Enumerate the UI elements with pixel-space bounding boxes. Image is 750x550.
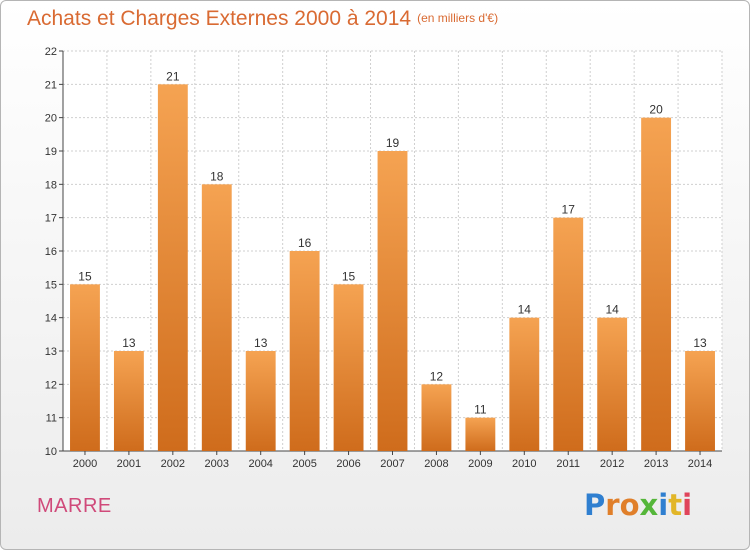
y-tick-label: 18: [45, 179, 57, 191]
x-tick-label: 2000: [73, 458, 97, 470]
bar: [685, 351, 715, 451]
x-tick-label: 2010: [512, 458, 536, 470]
logo-letter: x: [639, 488, 659, 522]
logo-letter: i: [682, 488, 693, 522]
y-tick-label: 15: [45, 279, 57, 291]
x-tick-label: 2003: [205, 458, 229, 470]
bar-value-label: 15: [78, 269, 92, 283]
bar: [113, 351, 144, 451]
proxiti-logo[interactable]: Proxiti: [584, 488, 692, 522]
title-text: Achats et Charges Externes 2000 à 2014: [27, 7, 412, 30]
y-tick-label: 21: [45, 79, 57, 91]
bar: [421, 384, 452, 451]
y-tick-label: 14: [45, 313, 57, 325]
x-tick-label: 2001: [117, 458, 141, 470]
bar-value-label: 18: [210, 169, 224, 183]
y-tick-label: 22: [45, 46, 57, 58]
x-tick-label: 2012: [600, 458, 624, 470]
logo-letter: r: [605, 488, 620, 522]
bar-value-label: 20: [649, 103, 663, 117]
bar: [70, 284, 100, 451]
labels: 10 11 12 13 14 15 16 17 18 19 20 21 22 15 2000 13 2001 21…: [45, 46, 713, 470]
x-tick-label: 2013: [644, 458, 668, 470]
logo-letter: i: [658, 488, 669, 522]
y-tick-label: 19: [45, 146, 57, 158]
x-tick-label: 2014: [688, 458, 712, 470]
bar: [289, 251, 320, 451]
bar-value-label: 12: [430, 369, 444, 383]
x-tick-label: 2006: [336, 458, 360, 470]
y-tick-label: 11: [46, 413, 57, 425]
bar-value-label: 21: [166, 69, 180, 83]
x-tick-label: 2004: [248, 458, 272, 470]
bar-value-label: 19: [386, 136, 400, 150]
bar-value-label: 14: [518, 303, 532, 317]
bar-value-label: 14: [605, 303, 619, 317]
bar: [641, 117, 672, 452]
y-tick-label: 16: [45, 246, 57, 258]
bar: [465, 417, 496, 451]
bars: [70, 84, 715, 452]
city-name: MARRE: [37, 495, 112, 517]
chart-title: Achats et Charges Externes 2000 à 2014 (e…: [27, 7, 498, 31]
x-tick-label: 2011: [556, 458, 580, 470]
bar: [201, 184, 232, 452]
logo-letter: P: [584, 488, 606, 522]
y-tick-label: 17: [45, 213, 57, 225]
y-tick-label: 12: [45, 379, 57, 391]
bar: [553, 217, 584, 451]
bar-value-label: 13: [693, 336, 707, 350]
bar: [333, 284, 364, 451]
bar-value-label: 13: [254, 336, 268, 350]
y-tick-label: 13: [45, 346, 57, 358]
x-tick-label: 2002: [161, 458, 185, 470]
bar-value-label: 15: [342, 269, 356, 283]
bar: [509, 317, 540, 451]
bar: [597, 317, 628, 451]
bar-value-label: 16: [298, 236, 312, 250]
x-tick-label: 2005: [292, 458, 316, 470]
logo-letter: t: [668, 488, 683, 522]
x-tick-label: 2009: [468, 458, 492, 470]
bar-value-label: 11: [474, 403, 487, 417]
logo-letter: o: [619, 488, 640, 522]
y-tick-label: 10: [45, 446, 57, 458]
bar: [157, 84, 188, 451]
chart-subtitle: (en milliers d'€): [417, 11, 499, 25]
bar-value-label: 17: [562, 203, 576, 217]
x-tick-label: 2008: [424, 458, 448, 470]
bar-value-label: 13: [122, 336, 136, 350]
x-tick-label: 2007: [380, 458, 404, 470]
y-tick-label: 20: [45, 113, 57, 125]
bar: [245, 351, 276, 451]
bar: [377, 151, 408, 451]
